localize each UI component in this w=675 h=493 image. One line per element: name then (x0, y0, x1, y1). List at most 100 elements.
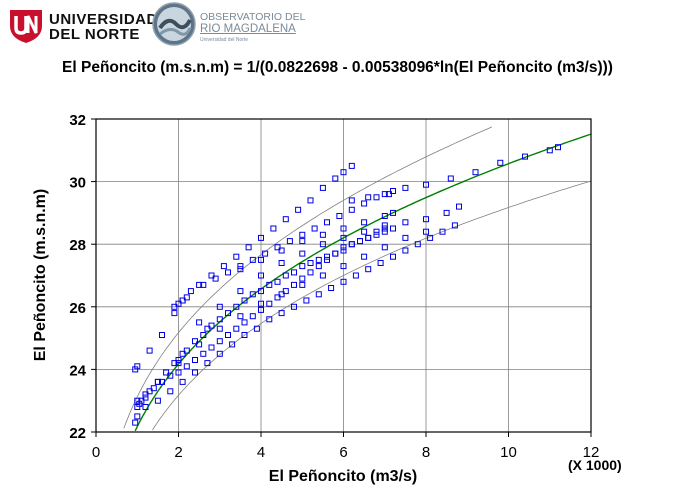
data-point (237, 266, 244, 273)
data-point (390, 188, 396, 194)
data-point (340, 169, 347, 176)
data-point (390, 225, 396, 232)
data-point (365, 234, 372, 241)
data-point (315, 263, 322, 270)
data-point (311, 225, 318, 232)
data-point (208, 272, 215, 279)
data-point (307, 197, 314, 204)
data-point (154, 397, 161, 404)
data-point (258, 234, 264, 241)
observatory-subtitle: Universidad del Norte (200, 37, 249, 43)
data-points (132, 144, 561, 426)
x-tick-label: 0 (92, 444, 100, 461)
observatory-name-line2: RIO MAGDALENA (200, 23, 296, 35)
universidad-del-norte-logo: UNIVERSIDAD DEL NORTE (8, 4, 157, 46)
data-point (348, 206, 355, 213)
x-tick-label: 8 (422, 444, 430, 461)
data-point (427, 234, 434, 241)
data-point (299, 250, 306, 257)
x-axis-multiplier: (X 1000) (568, 457, 622, 473)
data-point (319, 272, 326, 279)
upper-prediction-band (123, 126, 493, 429)
data-point (423, 216, 429, 223)
x-tick-label: 4 (257, 444, 265, 461)
y-tick-label: 24 (69, 362, 86, 379)
data-point (159, 378, 165, 385)
data-point (295, 206, 302, 213)
data-point (183, 294, 190, 301)
data-point (192, 338, 198, 345)
data-point (171, 303, 178, 310)
data-point (200, 281, 207, 288)
data-point (146, 347, 153, 354)
data-point (522, 153, 528, 160)
data-point (361, 219, 368, 226)
data-point (171, 360, 178, 367)
data-point (365, 194, 372, 201)
data-point (282, 216, 289, 223)
data-point (381, 191, 388, 198)
data-point (315, 291, 322, 298)
data-point (546, 147, 553, 154)
data-point (381, 244, 388, 251)
data-point (175, 369, 182, 376)
university-name-line2: DEL NORTE (49, 26, 140, 43)
data-point (324, 253, 330, 260)
data-point (332, 250, 339, 257)
y-tick-label: 22 (69, 425, 86, 442)
data-point (447, 175, 454, 182)
data-point (142, 391, 149, 398)
fit-line (134, 133, 592, 432)
data-point (381, 213, 388, 219)
data-point (282, 288, 289, 295)
data-point (402, 234, 409, 241)
data-point (216, 325, 223, 332)
data-point (361, 253, 368, 260)
data-point (225, 332, 231, 338)
data-point (340, 247, 347, 254)
data-point (225, 269, 231, 276)
data-point (340, 244, 347, 251)
x-axis-label: El Peñoncito (m3/s) (269, 468, 417, 485)
data-point (373, 194, 380, 201)
data-point (439, 228, 446, 235)
data-point (237, 263, 244, 270)
data-point (237, 288, 244, 295)
data-point (179, 350, 186, 357)
data-point (472, 169, 479, 176)
data-point (377, 260, 384, 266)
x-tick-label: 12 (583, 444, 600, 461)
data-point (192, 357, 198, 363)
data-point (324, 219, 330, 226)
data-point (307, 260, 314, 266)
data-point (307, 269, 314, 276)
data-point (385, 191, 392, 198)
data-point (328, 285, 335, 291)
data-point (414, 241, 421, 248)
data-point (443, 209, 450, 216)
data-point (183, 347, 190, 354)
data-point (274, 278, 281, 285)
data-point (282, 272, 289, 279)
data-point (229, 341, 236, 348)
data-point (134, 363, 141, 370)
data-point (352, 272, 359, 279)
data-point (192, 369, 198, 376)
data-point (299, 238, 306, 245)
data-point (274, 244, 281, 251)
data-point (200, 332, 207, 338)
data-point (348, 241, 355, 248)
data-point (233, 303, 240, 310)
data-point (278, 310, 285, 317)
data-point (381, 222, 388, 229)
data-point (204, 325, 211, 332)
data-point (187, 288, 194, 295)
data-point (212, 275, 219, 282)
observatorio-logo: OBSERVATORIO DEL RIO MAGDALENA Universid… (152, 2, 305, 48)
data-point (196, 341, 203, 348)
data-point (315, 256, 322, 263)
data-point (451, 222, 458, 229)
data-point (241, 297, 248, 304)
data-point (258, 306, 264, 313)
data-point (270, 225, 277, 232)
